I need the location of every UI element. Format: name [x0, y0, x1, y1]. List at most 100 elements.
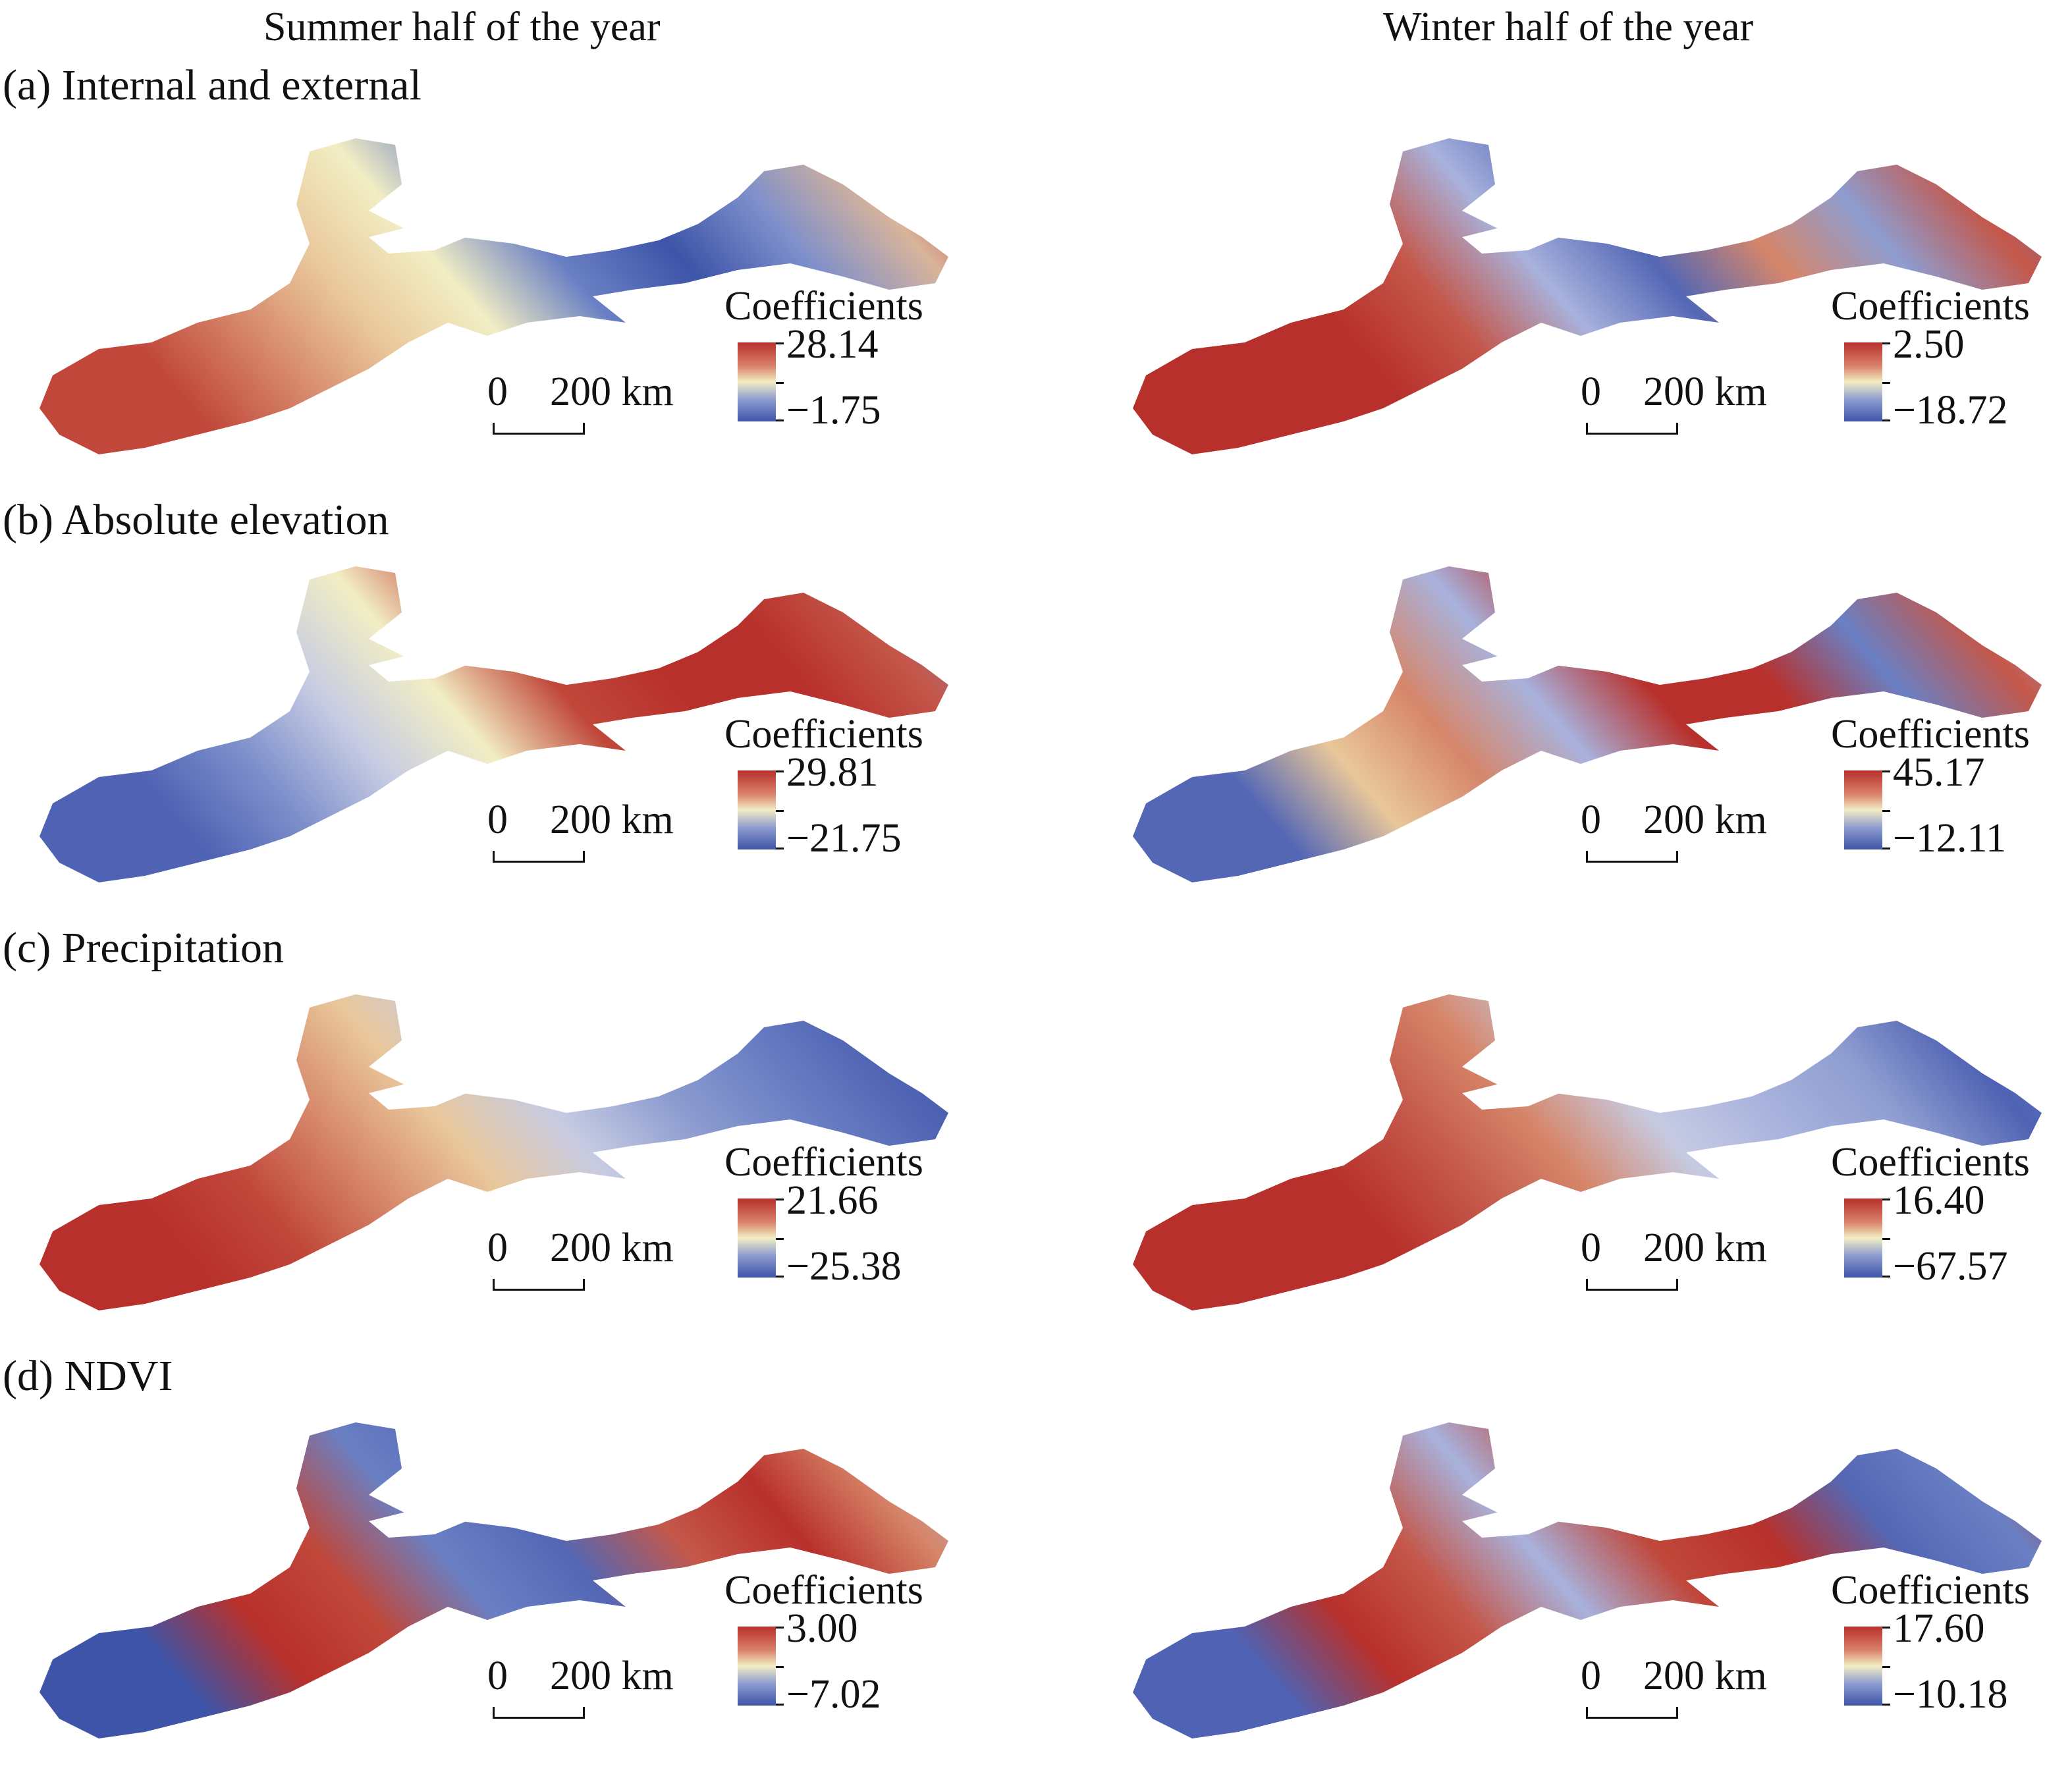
- map-panel-c-summer: 0 200 km Coefficients 21.66 −25.38: [0, 981, 1027, 1350]
- legend-title: Coefficients: [1831, 1568, 2030, 1613]
- scale-bar-distance: 200 km: [1643, 1226, 1767, 1270]
- legend-tick: [776, 1276, 784, 1278]
- lake-gap: [369, 1080, 474, 1110]
- lake-gap: [1462, 1080, 1568, 1110]
- scale-bar-line: [493, 1707, 585, 1719]
- legend-max-value: 17.60: [1893, 1606, 1985, 1651]
- scale-bar-distance: 200 km: [1643, 797, 1767, 842]
- scale-bar-zero: 0: [1581, 369, 1601, 414]
- region-shape: [1133, 566, 2042, 882]
- legend-tick: [776, 848, 784, 849]
- coefficient-map: [1133, 1422, 2042, 1738]
- legend-max-value: 21.66: [786, 1178, 879, 1223]
- coefficient-map: [40, 1422, 948, 1738]
- scale-bar-zero: 0: [487, 1654, 508, 1698]
- row-label-a: (a) Internal and external: [3, 61, 422, 109]
- legend-tick: [1882, 1627, 1890, 1629]
- legend-title: Coefficients: [724, 712, 923, 757]
- legend-tick: [776, 770, 784, 772]
- coefficient-map: [1133, 138, 2042, 454]
- legend-color-ramp: [738, 1199, 776, 1278]
- legend-color-ramp: [1844, 1199, 1882, 1278]
- legend-color-ramp: [738, 342, 776, 421]
- map-panel-b-summer: 0 200 km Coefficients 29.81 −21.75: [0, 553, 1027, 922]
- legend-tick: [1882, 382, 1890, 384]
- scale-bar-line: [1586, 423, 1678, 435]
- legend-max-value: 16.40: [1893, 1178, 1985, 1223]
- legend-min-value: −1.75: [786, 388, 881, 433]
- legend-color-ramp: [1844, 770, 1882, 849]
- map-panel-d-summer: 0 200 km Coefficients 3.00 −7.02: [0, 1409, 1027, 1778]
- legend-tick: [776, 1627, 784, 1629]
- scale-bar-distance: 200 km: [1643, 1654, 1767, 1698]
- scale-bar-line: [493, 851, 585, 863]
- scale-bar-line: [1586, 1279, 1678, 1291]
- scale-bar-distance: 200 km: [550, 1226, 674, 1270]
- legend-title: Coefficients: [724, 1568, 923, 1613]
- legend-color-ramp: [1844, 1627, 1882, 1706]
- map-panel-b-winter: 0 200 km Coefficients 45.17 −12.11: [1093, 553, 2072, 922]
- scale-bar-zero: 0: [487, 1226, 508, 1270]
- lake-gap: [1462, 652, 1568, 682]
- region-shape: [40, 138, 948, 454]
- scale-bar-zero: 0: [487, 797, 508, 842]
- region-shape: [40, 1422, 948, 1738]
- legend-tick: [1882, 1666, 1890, 1668]
- legend-min-value: −18.72: [1893, 388, 2008, 433]
- scale-bar-zero: 0: [1581, 797, 1601, 842]
- lake-gap: [1462, 1508, 1568, 1538]
- row-label-b: (b) Absolute elevation: [3, 496, 389, 544]
- coefficient-map: [1133, 994, 2042, 1310]
- legend-color-ramp: [738, 770, 776, 849]
- scale-bar-line: [493, 423, 585, 435]
- lake-gap: [369, 1508, 474, 1538]
- coefficient-map: [1133, 566, 2042, 882]
- legend-color-ramp: [738, 1627, 776, 1706]
- legend-min-value: −10.18: [1893, 1672, 2008, 1717]
- legend-title: Coefficients: [724, 1140, 923, 1185]
- scale-bar-line: [1586, 851, 1678, 863]
- legend-min-value: −12.11: [1893, 816, 2007, 861]
- legend-title: Coefficients: [1831, 284, 2030, 329]
- legend-tick: [1882, 1199, 1890, 1200]
- legend-tick: [776, 1199, 784, 1200]
- legend-tick: [1882, 770, 1890, 772]
- legend-title: Coefficients: [1831, 1140, 2030, 1185]
- map-panel-a-summer: 0 200 km Coefficients 28.14 −1.75: [0, 125, 1027, 494]
- scale-bar-distance: 200 km: [550, 369, 674, 414]
- scale-bar-distance: 200 km: [550, 1654, 674, 1698]
- legend-tick: [1882, 419, 1890, 421]
- row-label-d: (d) NDVI: [3, 1352, 173, 1400]
- legend-color-ramp: [1844, 342, 1882, 421]
- lake-gap: [1462, 224, 1568, 254]
- legend-tick: [776, 382, 784, 384]
- legend-min-value: −7.02: [786, 1672, 881, 1717]
- scale-bar-distance: 200 km: [550, 797, 674, 842]
- legend-max-value: 2.50: [1893, 322, 1965, 367]
- legend-tick: [776, 1666, 784, 1668]
- map-panel-a-winter: 0 200 km Coefficients 2.50 −18.72: [1093, 125, 2072, 494]
- legend-tick: [776, 419, 784, 421]
- region-shape: [1133, 138, 2042, 454]
- legend-min-value: −67.57: [1893, 1244, 2008, 1289]
- scale-bar-line: [1586, 1707, 1678, 1719]
- legend-title: Coefficients: [724, 284, 923, 329]
- region-shape: [40, 566, 948, 882]
- legend-tick: [776, 1704, 784, 1706]
- legend-tick: [776, 342, 784, 344]
- coefficient-map: [40, 994, 948, 1310]
- legend-max-value: 28.14: [786, 322, 879, 367]
- scale-bar-line: [493, 1279, 585, 1291]
- map-panel-c-winter: 0 200 km Coefficients 16.40 −67.57: [1093, 981, 2072, 1350]
- legend-min-value: −25.38: [786, 1244, 902, 1289]
- legend-max-value: 45.17: [1893, 750, 1985, 795]
- row-label-c: (c) Precipitation: [3, 924, 285, 972]
- legend-tick: [1882, 1276, 1890, 1278]
- scale-bar-distance: 200 km: [1643, 369, 1767, 414]
- region-shape: [1133, 1422, 2042, 1738]
- legend-min-value: −21.75: [786, 816, 902, 861]
- legend-tick: [1882, 1238, 1890, 1240]
- lake-gap: [369, 652, 474, 682]
- scale-bar-zero: 0: [487, 369, 508, 414]
- map-panel-d-winter: 0 200 km Coefficients 17.60 −10.18: [1093, 1409, 2072, 1778]
